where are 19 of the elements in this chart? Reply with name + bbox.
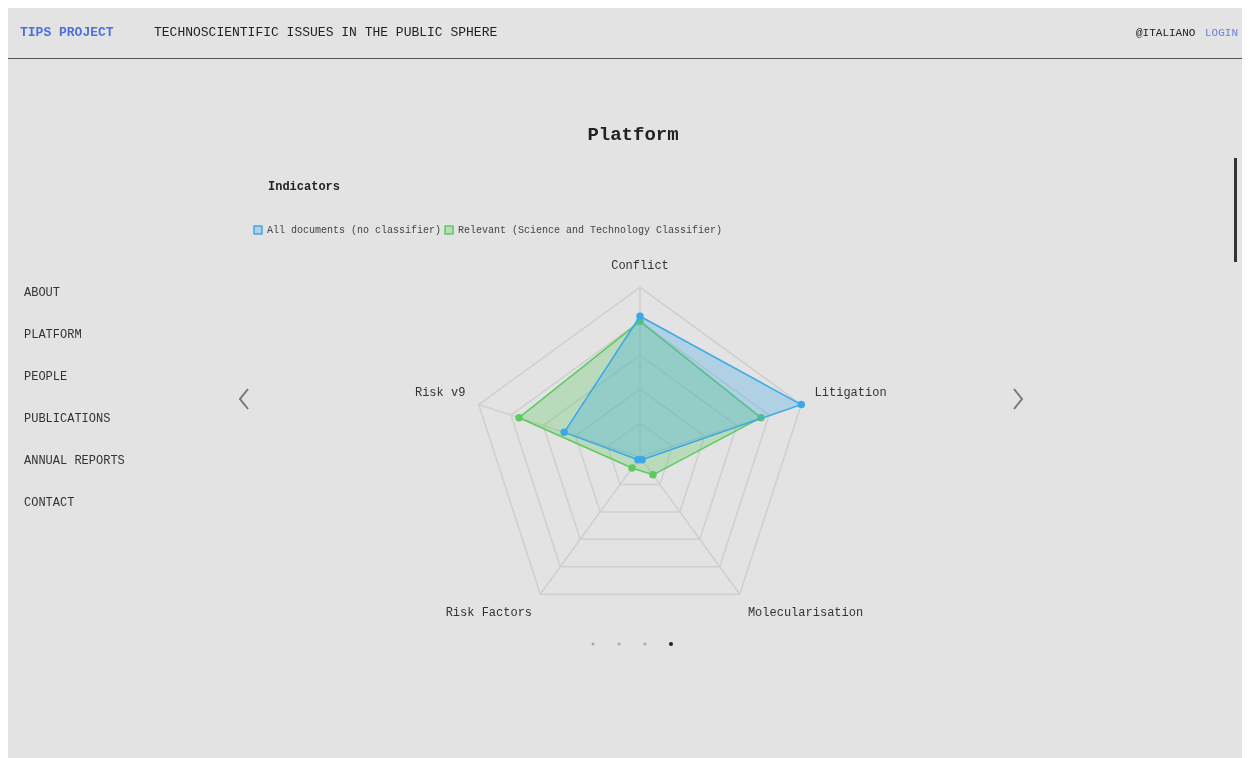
chart-title: Platform	[586, 124, 680, 146]
spoke-label: Risk v9	[414, 386, 466, 401]
text: TIPS PROJECT	[20, 25, 114, 40]
text: CONTACT	[24, 496, 75, 510]
text: ABOUT	[24, 286, 61, 300]
spoke-label: Conflict	[611, 259, 669, 274]
spoke-label: Molecularisation	[747, 605, 864, 620]
text: LOGIN	[1205, 27, 1239, 39]
chart-subtitle: Indicators	[268, 180, 341, 194]
legend-label: All documents (no classifier)	[267, 224, 442, 236]
text: TECHNOSCIENTIFIC ISSUES IN THE PUBLIC SPHERE	[154, 25, 498, 40]
text: PUBLICATIONS	[24, 412, 111, 426]
spoke-label: Litigation	[814, 386, 887, 401]
spoke-label: Risk Factors	[445, 605, 533, 620]
text: @ITALIANO	[1136, 27, 1196, 39]
text: PEOPLE	[24, 370, 68, 384]
text: PLATFORM	[24, 328, 82, 342]
legend-label: Relevant (Science and Technology Classifier)	[458, 224, 723, 236]
text: ANNUAL REPORTS	[24, 454, 125, 468]
